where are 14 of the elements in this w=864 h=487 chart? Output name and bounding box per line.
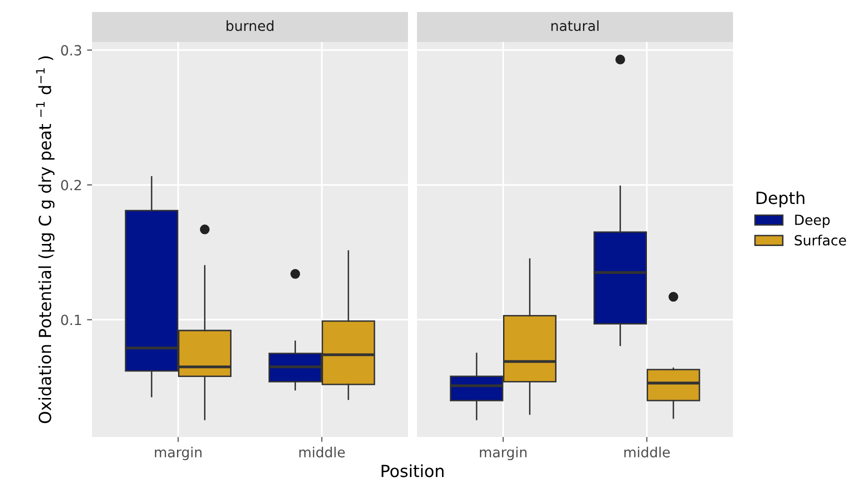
chart-title: burned: [226, 20, 274, 32]
x-tick-label: middle: [624, 446, 670, 458]
x-axis-title: Position: [382, 464, 444, 478]
chart-title: natural: [551, 20, 599, 32]
legend-label: Surface: [794, 234, 846, 246]
y-tick-label: 0.2: [61, 180, 81, 190]
legend-label: Deep: [795, 214, 830, 228]
y-tick-label: 0.1: [61, 314, 81, 326]
x-tick-label: margin: [480, 446, 526, 460]
x-tick-label: margin: [154, 446, 202, 460]
y-axis-title: Oxidation Potential (µg C g dry peat $^{−1}$ d$^{−1}$ ): [36, 56, 54, 424]
x-tick-label: middle: [299, 446, 345, 458]
legend-title: Depth: [756, 191, 804, 208]
y-tick-label: 0.3: [61, 45, 82, 56]
